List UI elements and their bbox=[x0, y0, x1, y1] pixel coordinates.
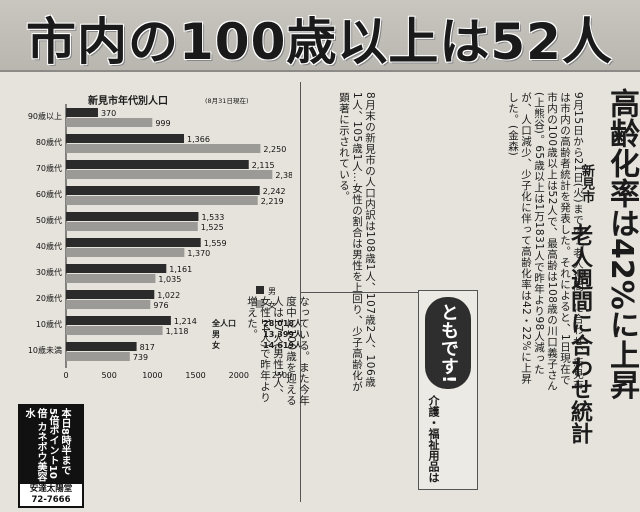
bar bbox=[66, 196, 258, 205]
category-label: 10歳未満 bbox=[28, 345, 62, 355]
population-stats: 全人口 28,018人 男 13,399人 女 14,619人 bbox=[212, 318, 302, 351]
data-label: 1,533 bbox=[201, 213, 224, 222]
data-label: 1,035 bbox=[158, 275, 181, 284]
article-body: 9月15日から21日(火)までの「老人週間」に合わせ、新見市は市内の高齢者統計を… bbox=[507, 92, 584, 392]
stats-row-total: 全人口 28,018人 bbox=[212, 318, 302, 329]
ad-shop-tel: 72-7666 bbox=[31, 495, 71, 505]
data-label: 1,525 bbox=[201, 223, 224, 232]
sub-headline-secondary: 老人週間に合わせ統計 bbox=[567, 224, 592, 444]
data-label: 817 bbox=[140, 343, 155, 352]
data-label: 2,219 bbox=[261, 197, 284, 206]
ad-shop: 安達太陽堂 72-7666 bbox=[20, 484, 82, 506]
chart-date-note: (8月31日現在) bbox=[205, 97, 249, 105]
ad-badge: ともです! bbox=[425, 297, 471, 389]
ad-text: 介護・福祉用品は bbox=[427, 395, 440, 483]
x-tick-label: 1000 bbox=[142, 371, 162, 380]
bar bbox=[66, 352, 130, 361]
bar bbox=[66, 248, 185, 257]
bar bbox=[66, 274, 156, 283]
legend-swatch bbox=[256, 300, 264, 308]
bar bbox=[66, 170, 273, 179]
column-rule bbox=[300, 292, 418, 293]
data-label: 739 bbox=[133, 353, 148, 362]
bar bbox=[66, 222, 198, 231]
chart-title: 新見市年代別人口 bbox=[88, 96, 168, 107]
x-tick-label: 500 bbox=[102, 371, 117, 380]
bar bbox=[66, 186, 260, 195]
stats-value: 13,399人 bbox=[263, 330, 302, 339]
data-label: 370 bbox=[101, 109, 116, 118]
category-label: 10歳代 bbox=[36, 319, 62, 329]
stats-label: 女 bbox=[212, 341, 220, 350]
stats-label: 全人口 bbox=[212, 319, 236, 328]
stats-label: 男 bbox=[212, 330, 220, 339]
data-label: 1,161 bbox=[169, 265, 192, 274]
bar bbox=[66, 342, 137, 351]
bar bbox=[66, 134, 185, 143]
data-label: 999 bbox=[155, 119, 170, 128]
article-body: なっている。また今年度中に100歳を迎える人は17人(男性3人、女性14人)で昨… bbox=[246, 296, 310, 406]
x-tick-label: 0 bbox=[63, 371, 68, 380]
x-tick-label: 2000 bbox=[229, 371, 249, 380]
data-label: 1,559 bbox=[204, 239, 227, 248]
bar bbox=[66, 118, 153, 127]
data-label: 1,214 bbox=[174, 317, 197, 326]
advertisement-box: ともです! 介護・福祉用品は bbox=[418, 290, 478, 490]
category-label: 80歳代 bbox=[36, 137, 62, 147]
category-label: 60歳代 bbox=[36, 189, 62, 199]
data-label: 2,250 bbox=[263, 145, 286, 154]
data-label: 2,242 bbox=[263, 187, 286, 196]
x-tick-label: 1500 bbox=[185, 371, 205, 380]
bar bbox=[66, 160, 249, 169]
bar bbox=[66, 238, 201, 247]
bar bbox=[66, 316, 171, 325]
legend-swatch bbox=[256, 286, 264, 294]
category-label: 20歳代 bbox=[36, 293, 62, 303]
data-label: 1,118 bbox=[166, 327, 189, 336]
x-tick-label: 2500 bbox=[272, 371, 292, 380]
bar bbox=[66, 144, 261, 153]
data-label: 2,115 bbox=[252, 161, 275, 170]
data-label: 1,370 bbox=[187, 249, 210, 258]
stats-row-male: 男 13,399人 bbox=[212, 329, 302, 340]
data-label: 2,388 bbox=[275, 171, 292, 180]
category-label: 30歳代 bbox=[36, 267, 62, 277]
bar bbox=[66, 212, 199, 221]
sub-headline: 高齢化率は42%に上昇 bbox=[604, 88, 639, 400]
bar bbox=[66, 290, 155, 299]
city-tag: 新見市 bbox=[579, 164, 594, 203]
stats-row-female: 女 14,619人 bbox=[212, 340, 302, 351]
data-label: 1,366 bbox=[187, 135, 210, 144]
bar bbox=[66, 300, 151, 309]
stats-value: 14,619人 bbox=[263, 341, 302, 350]
category-label: 50歳代 bbox=[36, 215, 62, 225]
bar bbox=[66, 108, 98, 117]
legend-label: 女 bbox=[268, 300, 276, 310]
bottom-advertisement: 本日8時半まで 5倍ポイント10倍 カネボウ美容水 安達太陽堂 72-7666 bbox=[18, 404, 84, 508]
bar bbox=[66, 264, 167, 273]
category-label: 70歳代 bbox=[36, 163, 62, 173]
data-label: 976 bbox=[153, 301, 168, 310]
category-label: 90歳以上 bbox=[28, 111, 62, 121]
stats-value: 28,018人 bbox=[263, 319, 302, 328]
category-label: 40歳代 bbox=[36, 241, 62, 251]
article-body: 8月末の新見市の人口内訳は108歳1人、107歳2人、106歳1人、105歳1人… bbox=[338, 92, 376, 392]
data-label: 1,022 bbox=[157, 291, 180, 300]
bar bbox=[66, 326, 163, 335]
headline-band: 市内の100歳以上は52人 bbox=[0, 0, 640, 72]
ad-shop-name: 安達太陽堂 bbox=[29, 484, 73, 494]
legend-label: 男 bbox=[268, 287, 276, 296]
ad-text: 本日8時半まで 5倍ポイント10倍 カネボウ美容水 bbox=[23, 408, 70, 482]
headline: 市内の100歳以上は52人 bbox=[26, 13, 613, 71]
